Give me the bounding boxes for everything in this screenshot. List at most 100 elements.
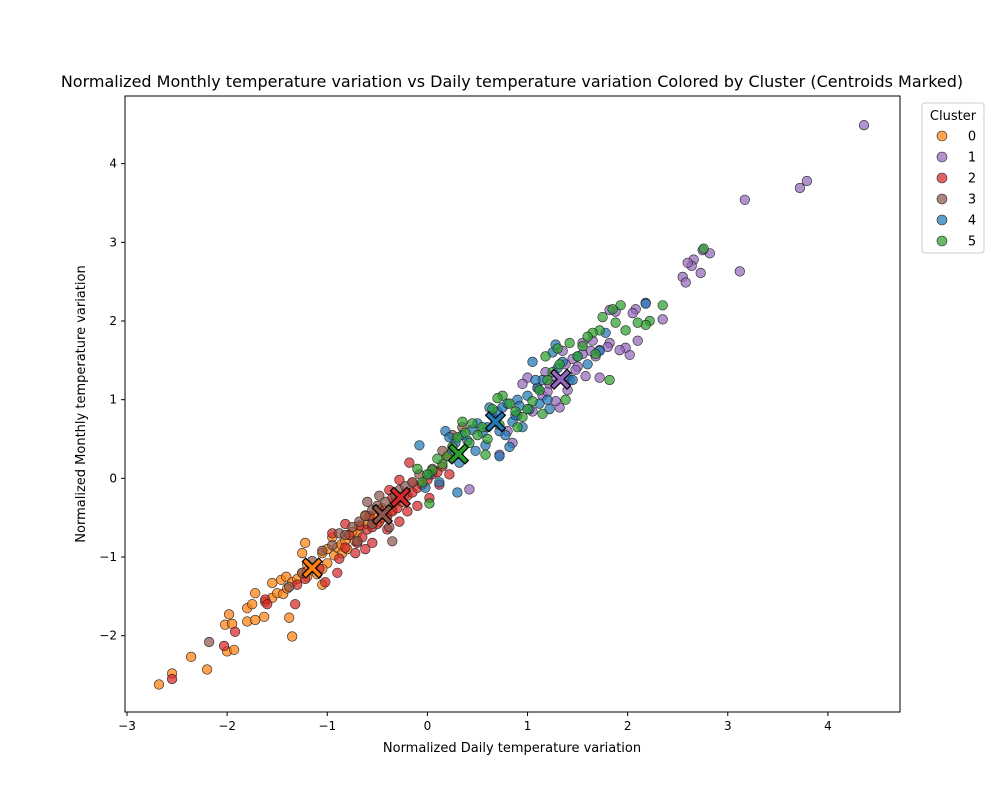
data-point-cluster-5 xyxy=(417,477,428,488)
data-point-cluster-5 xyxy=(424,498,435,509)
legend-marker-5 xyxy=(936,235,948,247)
data-point-cluster-2 xyxy=(340,542,351,553)
data-point-cluster-4 xyxy=(567,374,578,386)
data-point-cluster-2 xyxy=(350,547,361,559)
data-point-cluster-1 xyxy=(464,484,475,495)
data-point-cluster-1 xyxy=(614,345,625,356)
x-tick-label: 0 xyxy=(424,719,432,733)
data-point-cluster-1 xyxy=(517,378,528,390)
data-point-cluster-5 xyxy=(517,411,528,423)
y-tick-label: 2 xyxy=(109,314,117,328)
data-point-cluster-0 xyxy=(267,577,278,589)
data-point-cluster-2 xyxy=(290,599,301,610)
chart-title: Normalized Monthly temperature variation… xyxy=(61,72,963,91)
data-point-cluster-1 xyxy=(739,194,750,205)
data-point-cluster-1 xyxy=(657,314,668,325)
centroid-marker-cluster-4 xyxy=(484,410,507,433)
data-point-cluster-1 xyxy=(580,371,591,382)
data-point-cluster-1 xyxy=(695,267,706,279)
legend-label-0: 0 xyxy=(968,130,976,145)
centroid-marker-cluster-2 xyxy=(389,486,412,508)
legend-marker-2 xyxy=(936,172,948,184)
data-point-cluster-4 xyxy=(470,445,481,456)
y-tick-label: −2 xyxy=(99,629,117,643)
legend-marker-3 xyxy=(936,193,948,205)
legend-label-5: 5 xyxy=(968,235,976,250)
data-point-cluster-1 xyxy=(682,257,693,268)
data-point-cluster-4 xyxy=(527,356,538,368)
centroid-marker-cluster-3 xyxy=(371,503,394,526)
data-point-cluster-0 xyxy=(287,631,298,642)
data-point-cluster-0 xyxy=(284,612,295,623)
data-point-cluster-3 xyxy=(352,536,363,547)
axis-ticks: −3 −2 −1 0 1 2 3 4 −2 −1 0 1 2 3 4 xyxy=(99,157,831,733)
x-tick-label: −2 xyxy=(218,719,236,733)
data-point-cluster-4 xyxy=(414,440,425,451)
y-axis-label: Normalized Monthly temperature variation xyxy=(74,265,89,542)
data-point-cluster-0 xyxy=(202,664,213,675)
data-point-cluster-5 xyxy=(460,427,471,438)
data-point-cluster-4 xyxy=(452,487,463,498)
data-point-cluster-1 xyxy=(734,266,745,277)
data-point-cluster-1 xyxy=(794,182,806,194)
y-tick-label: −1 xyxy=(99,550,117,564)
legend-marker-4 xyxy=(936,214,948,226)
data-point-cluster-5 xyxy=(412,463,423,475)
axes-frame xyxy=(124,95,901,713)
data-point-cluster-5 xyxy=(564,337,575,349)
data-point-cluster-3 xyxy=(360,510,371,522)
data-point-cluster-3 xyxy=(347,521,358,533)
data-point-cluster-4 xyxy=(582,359,593,370)
data-point-cluster-5 xyxy=(492,393,503,404)
data-point-cluster-5 xyxy=(632,317,643,328)
legend-label-4: 4 xyxy=(968,214,976,229)
data-point-cluster-5 xyxy=(522,404,533,415)
data-point-cluster-5 xyxy=(604,374,615,386)
y-tick-label: 0 xyxy=(109,471,117,485)
y-tick-label: 4 xyxy=(109,157,117,171)
data-point-cluster-5 xyxy=(537,408,548,419)
data-point-cluster-5 xyxy=(512,422,523,433)
data-point-cluster-0 xyxy=(224,609,235,620)
data-point-cluster-3 xyxy=(340,529,351,541)
data-point-cluster-5 xyxy=(610,317,621,328)
data-point-cluster-4 xyxy=(542,394,553,405)
centroid-marker-cluster-0 xyxy=(301,557,323,579)
data-point-cluster-2 xyxy=(219,640,230,652)
data-point-cluster-5 xyxy=(554,359,565,370)
data-point-cluster-5 xyxy=(534,385,545,396)
x-axis-label: Normalized Daily temperature variation xyxy=(383,741,641,756)
data-point-cluster-2 xyxy=(360,543,371,555)
data-point-cluster-3 xyxy=(362,496,373,508)
data-point-cluster-1 xyxy=(594,372,605,383)
data-point-cluster-5 xyxy=(590,348,601,360)
x-tick-label: 1 xyxy=(524,719,532,733)
data-point-cluster-0 xyxy=(297,547,308,559)
data-point-cluster-2 xyxy=(167,673,178,685)
centroid-marker-cluster-5 xyxy=(447,443,470,465)
legend-title: Cluster xyxy=(930,109,977,124)
data-point-cluster-5 xyxy=(582,331,593,342)
data-point-cluster-0 xyxy=(250,588,261,599)
legend-label-2: 2 xyxy=(968,172,976,187)
data-point-cluster-5 xyxy=(422,469,433,480)
x-tick-label: −3 xyxy=(118,719,136,733)
legend-box xyxy=(921,102,985,254)
data-point-cluster-4 xyxy=(494,451,505,462)
legend: Cluster 0 1 2 3 4 5 xyxy=(921,102,985,254)
data-point-cluster-1 xyxy=(801,175,813,187)
data-point-cluster-5 xyxy=(457,416,468,427)
data-point-cluster-5 xyxy=(698,243,709,254)
legend-label-3: 3 xyxy=(968,193,976,208)
data-point-cluster-2 xyxy=(412,500,423,512)
data-point-cluster-2 xyxy=(394,474,405,486)
data-point-cluster-4 xyxy=(434,477,445,488)
data-point-cluster-0 xyxy=(259,611,270,622)
y-tick-label: 1 xyxy=(109,393,117,407)
data-point-cluster-1 xyxy=(627,308,638,319)
data-point-cluster-5 xyxy=(452,432,463,443)
data-point-cluster-2 xyxy=(404,457,415,468)
data-point-cluster-5 xyxy=(657,300,668,311)
legend-marker-1 xyxy=(936,151,948,163)
data-point-cluster-0 xyxy=(186,651,197,663)
